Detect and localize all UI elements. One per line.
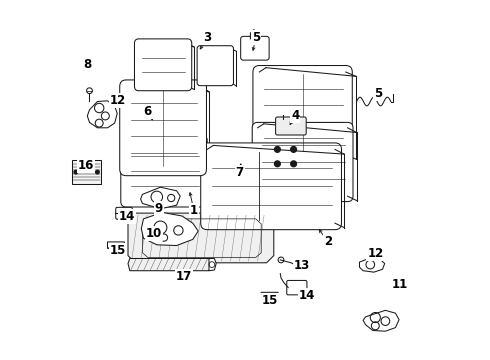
FancyBboxPatch shape: [121, 135, 207, 207]
FancyBboxPatch shape: [287, 280, 307, 295]
Text: 12: 12: [110, 94, 126, 107]
FancyBboxPatch shape: [275, 117, 306, 135]
Text: 17: 17: [176, 270, 192, 283]
Text: 11: 11: [392, 278, 408, 291]
Polygon shape: [141, 212, 198, 246]
Circle shape: [74, 170, 77, 174]
Text: 1: 1: [190, 204, 198, 217]
Text: 4: 4: [291, 109, 299, 122]
FancyBboxPatch shape: [120, 80, 206, 176]
Text: 5: 5: [374, 87, 382, 100]
Text: 15: 15: [261, 294, 278, 307]
Polygon shape: [87, 101, 117, 128]
Circle shape: [291, 161, 296, 167]
Text: 6: 6: [144, 105, 152, 118]
Text: 14: 14: [299, 289, 315, 302]
Text: 12: 12: [367, 247, 384, 260]
FancyBboxPatch shape: [116, 207, 132, 219]
Text: 5: 5: [252, 31, 260, 44]
Text: 9: 9: [154, 202, 163, 215]
Polygon shape: [107, 242, 124, 248]
Polygon shape: [126, 86, 200, 169]
FancyBboxPatch shape: [197, 46, 233, 86]
Polygon shape: [72, 160, 101, 184]
Text: 13: 13: [294, 259, 310, 272]
Polygon shape: [360, 257, 385, 272]
FancyBboxPatch shape: [201, 143, 342, 230]
Text: 2: 2: [324, 235, 332, 248]
Text: 14: 14: [119, 210, 135, 223]
FancyBboxPatch shape: [253, 66, 352, 161]
Circle shape: [96, 170, 99, 174]
Text: 15: 15: [110, 244, 126, 257]
Text: 7: 7: [236, 166, 244, 179]
Polygon shape: [261, 292, 278, 299]
Circle shape: [274, 147, 280, 152]
Polygon shape: [141, 187, 180, 209]
Polygon shape: [209, 258, 216, 271]
Text: 16: 16: [78, 159, 94, 172]
Polygon shape: [128, 258, 211, 271]
FancyBboxPatch shape: [134, 39, 192, 91]
Polygon shape: [363, 310, 399, 331]
FancyBboxPatch shape: [252, 122, 353, 202]
Text: 10: 10: [146, 227, 162, 240]
Circle shape: [291, 147, 296, 152]
Circle shape: [274, 161, 280, 167]
Text: 8: 8: [83, 58, 92, 71]
FancyBboxPatch shape: [241, 36, 269, 60]
Text: 3: 3: [203, 31, 211, 44]
Polygon shape: [128, 213, 274, 263]
